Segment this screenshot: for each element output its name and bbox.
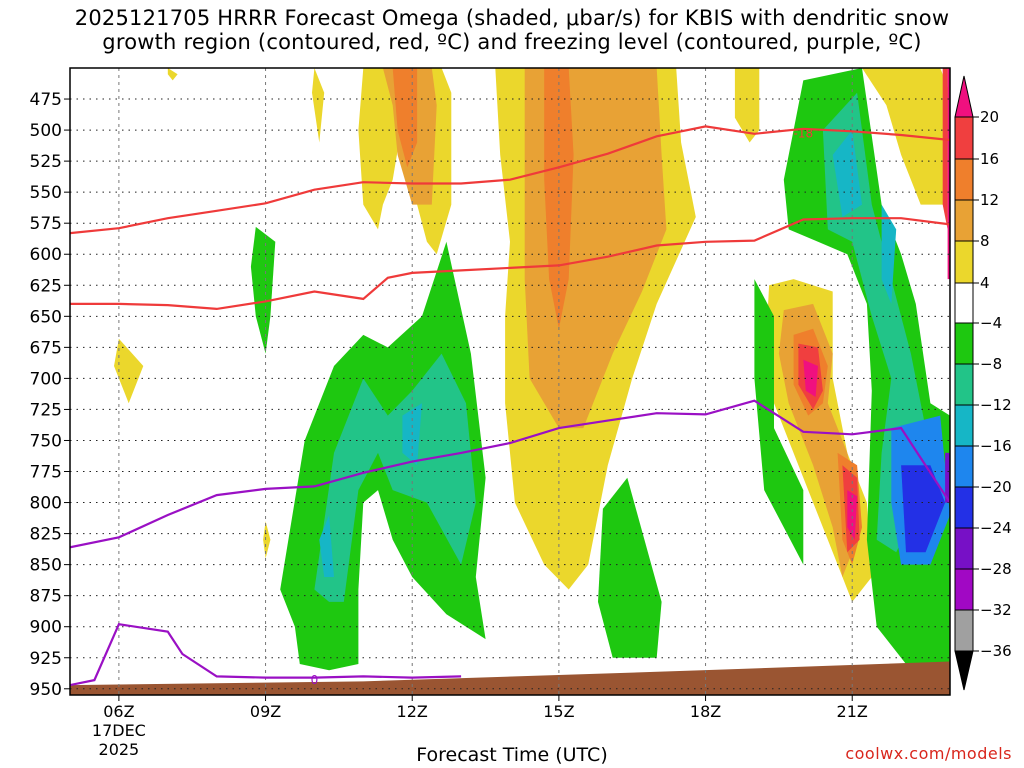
colorbar-label-10: −24 bbox=[980, 519, 1012, 537]
colorbar-label-0: 20 bbox=[980, 108, 999, 126]
y-tick-label-850: 850 bbox=[30, 556, 62, 576]
colorbar-box-10 bbox=[954, 527, 974, 570]
y-tick-label-525: 525 bbox=[30, 152, 62, 172]
colorbar-label-5: −4 bbox=[980, 314, 1002, 332]
omega-region-19 bbox=[803, 359, 818, 397]
omega-region-2 bbox=[114, 338, 144, 404]
y-tick-label-950: 950 bbox=[30, 680, 62, 700]
contour-line-3 bbox=[70, 622, 462, 687]
omega-region-31 bbox=[319, 515, 334, 577]
y-tick-label-625: 625 bbox=[30, 276, 62, 296]
colorbar-label-7: −12 bbox=[980, 396, 1012, 414]
date-label-day: 17DEC bbox=[92, 721, 146, 740]
colorbar-label-3: 8 bbox=[980, 232, 990, 250]
colorbar-label-13: −36 bbox=[980, 642, 1012, 660]
colorbar-label-11: −28 bbox=[980, 560, 1012, 578]
colorbar: 20 16 12 8 4 −4 −8 −12 −16 −20 −24 −28 −32 −36 bbox=[954, 75, 1012, 691]
contour-line-1 bbox=[70, 217, 950, 311]
chart-title: 2025121705 HRRR Forecast Omega (shaded, … bbox=[0, 6, 1024, 54]
colorbar-box-6 bbox=[954, 363, 974, 406]
colorbar-box-1 bbox=[954, 158, 974, 201]
colorbar-label-4: 4 bbox=[980, 274, 990, 292]
y-tick-label-800: 800 bbox=[30, 494, 62, 514]
y-tick-label-575: 575 bbox=[30, 214, 62, 234]
x-tick-label-9: 09Z bbox=[250, 702, 281, 721]
colorbar-label-1: 16 bbox=[980, 150, 999, 168]
omega-region-22 bbox=[942, 68, 948, 230]
colorbar-box-3 bbox=[954, 240, 974, 284]
colorbar-cap-top bbox=[954, 75, 974, 118]
omega-region-36 bbox=[945, 452, 950, 503]
x-tick-label-12: 12Z bbox=[397, 702, 428, 721]
y-tick-label-650: 650 bbox=[30, 307, 62, 327]
y-tick-label-775: 775 bbox=[30, 463, 62, 483]
colorbar-box-11 bbox=[954, 568, 974, 611]
y-tick-label-750: 750 bbox=[30, 431, 62, 451]
y-tick-label-825: 825 bbox=[30, 525, 62, 545]
y-tick-label-500: 500 bbox=[30, 121, 62, 141]
omega-region-28 bbox=[314, 353, 476, 602]
omega-region-1 bbox=[312, 68, 325, 143]
colorbar-label-8: −16 bbox=[980, 437, 1012, 455]
colorbar-box-4 bbox=[954, 282, 974, 324]
x-tick-label-21: 21Z bbox=[837, 702, 868, 721]
y-tick-label-550: 550 bbox=[30, 183, 62, 203]
x-tick-label-18: 18Z bbox=[690, 702, 721, 721]
colorbar-box-9 bbox=[954, 486, 974, 529]
omega-region-9 bbox=[263, 521, 271, 559]
colorbar-label-6: −8 bbox=[980, 355, 1002, 373]
plot-frame bbox=[69, 67, 951, 696]
title-line-1: 2025121705 HRRR Forecast Omega (shaded, … bbox=[74, 6, 950, 30]
y-tick-label-675: 675 bbox=[30, 338, 62, 358]
y-tick-label-600: 600 bbox=[30, 245, 62, 265]
axes: 475 500 525 550 575 600 625 650 675 700 725 750 775 8… bbox=[30, 67, 951, 759]
omega-region-35 bbox=[901, 465, 946, 553]
omega-region-0 bbox=[167, 68, 178, 81]
omega-region-23 bbox=[250, 226, 276, 354]
omega-region-21 bbox=[947, 68, 950, 280]
title-line-2: growth region (contoured, red, ºC) and f… bbox=[102, 30, 922, 54]
omega-region-20 bbox=[847, 490, 858, 540]
x-tick-label-6: 06Z bbox=[103, 702, 134, 721]
y-tick-label-725: 725 bbox=[30, 400, 62, 420]
date-label-year: 2025 bbox=[99, 740, 140, 759]
omega-region-14 bbox=[392, 68, 418, 168]
y-tick-label-475: 475 bbox=[30, 90, 62, 110]
omega-field bbox=[70, 68, 950, 695]
contour-lines: -18 0 bbox=[70, 125, 950, 687]
x-tick-label-15: 15Z bbox=[543, 702, 574, 721]
omega-region-33 bbox=[881, 204, 897, 304]
colorbar-cap-bottom bbox=[954, 650, 974, 691]
contour-line-2 bbox=[70, 399, 950, 549]
omega-region-6 bbox=[734, 68, 760, 143]
terrain bbox=[70, 661, 950, 695]
y-tick-label-900: 900 bbox=[30, 618, 62, 638]
colorbar-box-7 bbox=[954, 404, 974, 447]
omega-region-25 bbox=[598, 477, 662, 658]
contour-line-0 bbox=[70, 125, 950, 235]
y-tick-label-875: 875 bbox=[30, 587, 62, 607]
colorbar-label-2: 12 bbox=[980, 191, 999, 209]
omega-region-30 bbox=[832, 130, 862, 217]
credit-link[interactable]: coolwx.com/models bbox=[845, 744, 1012, 763]
colorbar-box-12 bbox=[954, 609, 974, 652]
y-tick-label-925: 925 bbox=[30, 649, 62, 669]
colorbar-box-2 bbox=[954, 199, 974, 242]
colorbar-label-12: −32 bbox=[980, 601, 1012, 619]
y-tick-label-700: 700 bbox=[30, 369, 62, 389]
x-axis-title: Forecast Time (UTC) bbox=[416, 744, 608, 766]
colorbar-box-5 bbox=[954, 322, 974, 365]
contour-label-minus18: -18 bbox=[794, 127, 814, 141]
colorbar-box-8 bbox=[954, 445, 974, 488]
omega-region-26 bbox=[754, 279, 804, 565]
colorbar-box-0 bbox=[954, 116, 974, 160]
colorbar-label-9: −20 bbox=[980, 478, 1012, 496]
contour-label-zero: 0 bbox=[311, 673, 319, 687]
